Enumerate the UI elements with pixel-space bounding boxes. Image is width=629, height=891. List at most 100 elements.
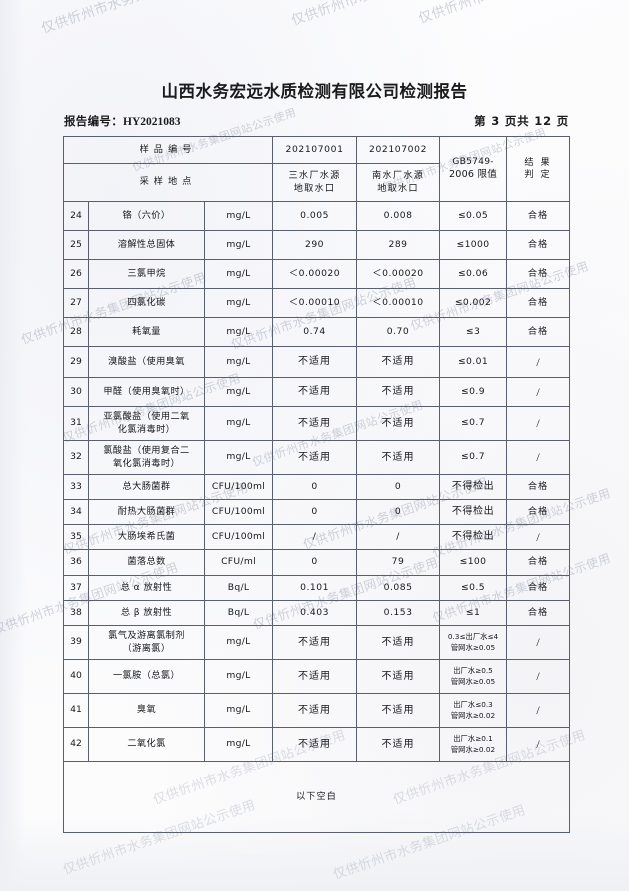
cell-item-name: 四氯化碳 xyxy=(88,288,205,318)
cell-sample1-value: 不适用 xyxy=(272,727,358,762)
cell-sample2-value: 0.153 xyxy=(356,600,441,626)
table-row: 24 铬（六价） mg/L 0.005 0.008 ≤0.05 合格 xyxy=(63,201,571,231)
cell-limit: ≤0.7 xyxy=(439,406,508,441)
cell-sequence: 31 xyxy=(63,406,89,441)
cell-sequence: 39 xyxy=(63,625,89,660)
cell-item-name: 亚氯酸盐（使用二氧 化氯消毒时） xyxy=(88,406,205,441)
cell-unit: mg/L xyxy=(203,288,274,318)
table-row: 28 耗氧量 mg/L 0.74 0.70 ≤3 合格 xyxy=(63,317,571,347)
cell-unit: CFU/ml xyxy=(203,549,274,576)
cell-result: / xyxy=(506,377,571,407)
cell-sample2-value: 0.085 xyxy=(356,575,441,601)
cell-unit: mg/L xyxy=(203,440,274,475)
cell-sample1-value: 不适用 xyxy=(272,406,358,441)
seal-text: 检测专用章 xyxy=(598,348,611,440)
cell-limit: ≤0.06 xyxy=(439,259,508,289)
cell-sequence: 26 xyxy=(63,259,89,289)
cell-sample1-value: 0 xyxy=(272,474,358,500)
cell-sample2-value: 0 xyxy=(356,474,441,500)
cell-sequence: 34 xyxy=(63,499,89,525)
cell-sequence: 30 xyxy=(63,377,89,407)
cell-unit: mg/L xyxy=(203,625,274,660)
cell-sample1-value: 0 xyxy=(272,549,358,576)
cell-limit: ≤100 xyxy=(439,549,508,576)
cell-result: 合格 xyxy=(506,201,571,231)
cell-result: / xyxy=(506,693,571,728)
blank-note: 以下空白 xyxy=(62,761,571,833)
cell-sample2-value: / xyxy=(356,524,441,550)
cell-item-name: 二氧化氯 xyxy=(88,727,205,762)
cell-item-name: 溴酸盐（使用臭氧 xyxy=(88,346,205,378)
cell-sample1-value: 0.74 xyxy=(272,317,358,347)
cell-item-name: 总 β 放射性 xyxy=(88,600,205,626)
cell-limit: 0.3≤出厂水≤4 管网水≥0.05 xyxy=(439,625,508,660)
cell-limit: 出厂水≥0.5 管网水≥0.05 xyxy=(439,659,508,694)
table-row: 29 溴酸盐（使用臭氧 mg/L 不适用 不适用 ≤0.01/ xyxy=(63,346,571,378)
cell-sequence: 40 xyxy=(63,659,89,694)
table-row: 25 溶解性总固体 mg/L 290 289 ≤1000 合格 xyxy=(63,230,571,260)
cell-result: 合格 xyxy=(506,549,571,576)
cell-limit: ≤0.002 xyxy=(439,288,508,318)
cell-item-name: 菌落总数 xyxy=(88,549,205,576)
report-number-value: HY2021083 xyxy=(123,116,181,128)
cell-unit: mg/L xyxy=(203,259,274,289)
cell-item-name: 溶解性总固体 xyxy=(88,230,205,260)
table-row: 32 氯酸盐（使用复合二 氧化氯消毒时） mg/L 不适用 不适用 ≤0.7/ xyxy=(63,440,571,475)
report-number-label: 报告编号： xyxy=(64,114,123,128)
cell-unit: Bq/L xyxy=(203,575,274,601)
cell-result: / xyxy=(506,440,571,475)
cell-sequence: 38 xyxy=(63,600,89,626)
cell-unit: CFU/100ml xyxy=(203,524,274,550)
cell-result: 合格 xyxy=(506,575,571,601)
cell-result: 合格 xyxy=(506,230,571,260)
cell-unit: CFU/100ml xyxy=(203,474,274,500)
header-sampling-site-label: 采样地点 xyxy=(62,163,274,202)
cell-item-name: 大肠埃希氏菌 xyxy=(88,524,205,550)
cell-result: 合格 xyxy=(506,317,571,347)
cell-unit: mg/L xyxy=(203,727,274,762)
cell-item-name: 耐热大肠菌群 xyxy=(88,499,205,525)
header-standard-limit: GB5749- 2006 限值 xyxy=(439,136,508,202)
cell-sample2-value: 不适用 xyxy=(356,377,441,407)
cell-item-name: 三氯甲烷 xyxy=(88,259,205,289)
cell-sequence: 24 xyxy=(63,201,89,231)
cell-sample2-value: 0.008 xyxy=(356,201,441,231)
cell-sequence: 27 xyxy=(63,288,89,318)
cell-result: / xyxy=(506,659,571,694)
cell-sample1-value: ＜0.00010 xyxy=(272,288,358,318)
header-sample1-site: 三水厂水源 地取水口 xyxy=(272,163,358,202)
cell-sequence: 25 xyxy=(63,230,89,260)
cell-sample2-value: 不适用 xyxy=(356,346,441,378)
cell-unit: mg/L xyxy=(203,230,274,260)
cell-sample2-value: 0 xyxy=(356,499,441,525)
cell-sample2-value: 0.70 xyxy=(356,317,441,347)
cell-sample1-value: 290 xyxy=(272,230,358,260)
cell-limit: ≤3 xyxy=(439,317,508,347)
header-sample2-site: 南水厂水源 地取水口 xyxy=(356,163,441,202)
table-row: 41 臭氧 mg/L 不适用 不适用 出厂水≤0.3 管网水≥0.02/ xyxy=(63,693,571,728)
page-title: 山西水务宏远水质检测有限公司检测报告 xyxy=(161,82,468,101)
table-row: 31 亚氯酸盐（使用二氧 化氯消毒时） mg/L 不适用 不适用 ≤0.7/ xyxy=(63,406,571,441)
cell-sample2-value: 不适用 xyxy=(356,727,441,762)
cell-sample2-value: 不适用 xyxy=(356,659,441,694)
table-blank-row: 以下空白 xyxy=(62,761,571,833)
cell-result: 合格 xyxy=(506,259,571,289)
cell-sequence: 29 xyxy=(63,346,89,378)
table-row: 38 总 β 放射性 Bq/L 0.403 0.153 ≤1 合格 xyxy=(63,600,571,626)
cell-limit: 不得检出 xyxy=(439,524,508,550)
cell-sample1-value: 0.403 xyxy=(272,600,358,626)
cell-limit: ≤1000 xyxy=(439,230,508,260)
cell-sample2-value: 不适用 xyxy=(356,440,441,475)
cell-sample1-value: ＜0.00020 xyxy=(272,259,358,289)
cell-item-name: 一氯胺（总氯） xyxy=(88,659,205,694)
water-quality-table: 样品编号 202107001 202107002 GB5749- 2006 限值结 果判… xyxy=(62,136,571,833)
cell-result: / xyxy=(506,346,571,378)
table-row: 34 耐热大肠菌群 CFU/100ml 0 0 不得检出 合格 xyxy=(63,499,571,525)
cell-sample1-value: 0.005 xyxy=(272,201,358,231)
cell-sample1-value: 不适用 xyxy=(272,346,358,378)
cell-sample2-value: ＜0.00020 xyxy=(356,259,441,289)
cell-result: 合格 xyxy=(506,474,571,500)
cell-sample1-value: / xyxy=(272,524,358,550)
table-row: 27 四氯化碳 mg/L ＜0.00010 ＜0.00010 ≤0.002 合格 xyxy=(63,288,571,318)
cell-unit: mg/L xyxy=(203,659,274,694)
